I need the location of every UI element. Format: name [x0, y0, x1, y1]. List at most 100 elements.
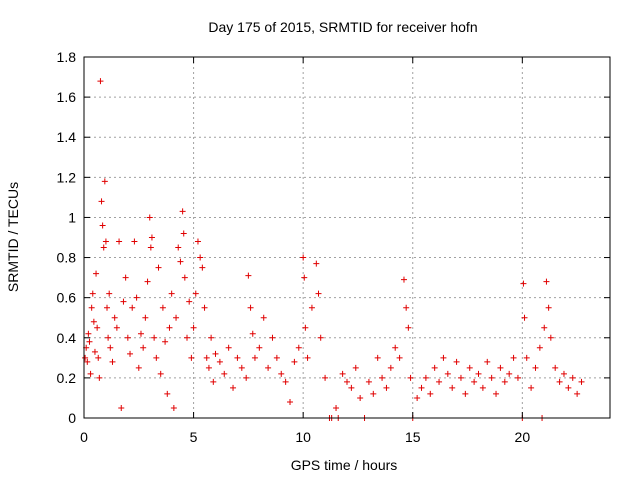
data-point [225, 344, 232, 351]
y-tick-label: 1.8 [57, 49, 77, 65]
data-point [94, 324, 101, 331]
data-point [506, 370, 513, 377]
data-point [357, 394, 364, 401]
data-point [370, 390, 377, 397]
data-point [444, 370, 451, 377]
data-point [374, 354, 381, 361]
data-point [164, 390, 171, 397]
data-point [344, 378, 350, 385]
data-point [194, 238, 201, 245]
chart-title: Day 175 of 2015, SRMTID for receiver hof… [208, 19, 477, 35]
data-point [560, 370, 567, 377]
data-point [260, 314, 267, 321]
data-point [521, 314, 528, 321]
data-point [471, 378, 478, 385]
data-point [315, 290, 322, 297]
data-point [245, 272, 252, 279]
scatter-points [82, 78, 585, 421]
data-point [89, 290, 96, 297]
data-point [212, 350, 219, 357]
data-point [210, 378, 217, 385]
data-point [111, 314, 118, 321]
data-point [124, 334, 131, 341]
data-point [90, 318, 97, 325]
data-point [256, 344, 263, 351]
data-point [147, 244, 154, 251]
data-point [427, 390, 434, 397]
data-point [162, 338, 169, 345]
data-point [173, 314, 180, 321]
data-point [153, 354, 160, 361]
data-point [436, 378, 443, 385]
y-tick-label: 1.6 [57, 89, 77, 105]
data-point [179, 208, 186, 215]
data-point [247, 304, 254, 311]
data-point [457, 374, 464, 381]
data-point [287, 398, 294, 405]
data-point [168, 290, 175, 297]
data-point [243, 374, 250, 381]
data-point [175, 244, 182, 251]
data-point [116, 238, 123, 245]
data-point [352, 364, 359, 371]
data-point [249, 330, 256, 337]
data-point [96, 374, 103, 381]
x-tick-label: 5 [190, 429, 198, 445]
data-point [313, 260, 320, 267]
data-point [144, 278, 151, 285]
data-point [251, 354, 258, 361]
data-point [400, 276, 407, 283]
data-point [234, 354, 241, 361]
data-point [109, 358, 116, 365]
data-point [407, 374, 414, 381]
data-point [98, 198, 105, 205]
data-point [405, 324, 412, 331]
data-point [97, 78, 104, 85]
data-point [230, 384, 237, 391]
data-point [574, 390, 581, 397]
data-point [127, 350, 134, 357]
data-point [317, 334, 324, 341]
data-point [414, 394, 421, 401]
data-point [475, 370, 482, 377]
data-point [91, 348, 98, 355]
data-point [431, 364, 438, 371]
data-point [106, 290, 113, 297]
data-point [105, 334, 112, 341]
data-point [301, 274, 308, 281]
data-point [102, 238, 109, 245]
plot-frame [83, 56, 611, 419]
data-point [269, 334, 276, 341]
data-point [88, 304, 95, 311]
data-point [462, 390, 469, 397]
data-point [157, 370, 164, 377]
data-point [300, 254, 307, 261]
data-point [84, 358, 91, 365]
data-point [543, 278, 550, 285]
data-point [278, 370, 285, 377]
data-point [184, 334, 191, 341]
data-point [453, 358, 460, 365]
y-tick-label: 1.2 [57, 169, 77, 185]
data-point [383, 384, 390, 391]
data-point [379, 374, 386, 381]
data-point [403, 304, 410, 311]
data-point [396, 354, 403, 361]
data-point [151, 334, 158, 341]
x-axis-label: GPS time / hours [291, 457, 398, 473]
data-point [131, 238, 138, 245]
x-tick-label: 0 [80, 429, 88, 445]
data-point [140, 344, 147, 351]
data-point [180, 230, 187, 237]
data-point [142, 314, 149, 321]
data-point [166, 324, 173, 331]
data-point [552, 364, 559, 371]
data-point [192, 290, 199, 297]
x-tick-label: 20 [515, 429, 531, 445]
data-point [205, 364, 212, 371]
data-point [523, 354, 530, 361]
data-point [95, 354, 102, 361]
data-point [545, 304, 552, 311]
data-point [365, 378, 372, 385]
